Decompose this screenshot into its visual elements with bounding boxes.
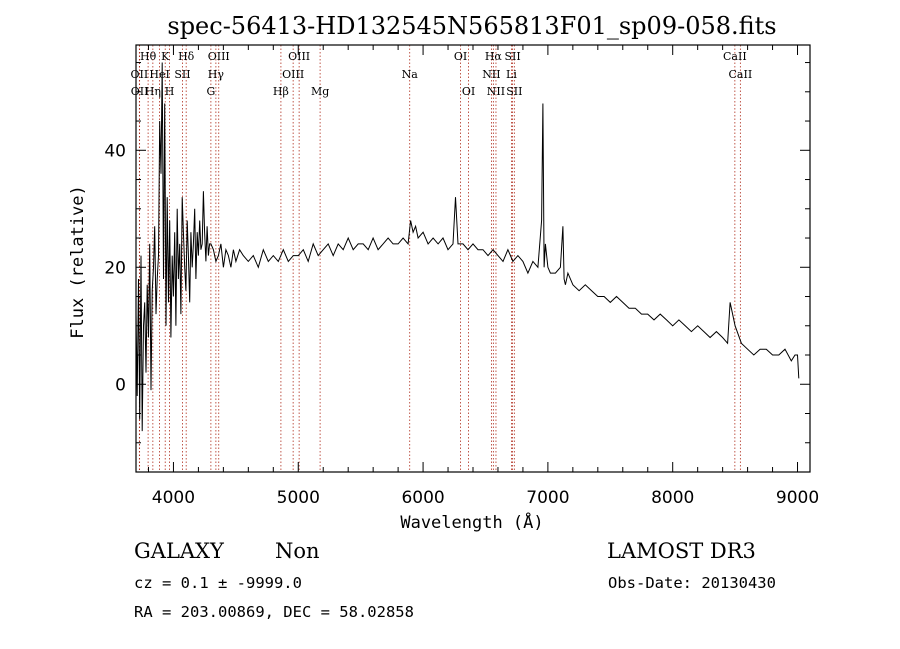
- coordinates-text: RA = 203.00869, DEC = 58.02858: [134, 603, 414, 621]
- spectral-line-label-12: Hβ: [273, 85, 289, 98]
- spectrum-line: [135, 62, 800, 432]
- spectral-line-label-7: Hδ: [178, 50, 195, 63]
- spectral-line-label-2: Hθ: [140, 50, 157, 63]
- spectral-line-label-9: G: [206, 85, 215, 98]
- chart-title: spec-56413-HD132545N565813F01_sp09-058.f…: [167, 12, 776, 40]
- spectral-line-label-5: K: [161, 50, 170, 63]
- observation-date: Obs-Date: 20130430: [608, 574, 776, 592]
- spectral-line-label-13: OIII: [282, 68, 304, 81]
- spectral-line-label-6: H: [165, 85, 175, 98]
- x-axis-label: Wavelength (Å): [400, 511, 543, 533]
- spectral-line-label-24: SII: [506, 85, 522, 98]
- spectral-line-label-11: Hγ: [208, 68, 225, 81]
- x-axis-ticks: 4000 5000 6000 7000 8000 9000: [147, 45, 819, 508]
- survey-name: LAMOST DR3: [607, 539, 756, 563]
- spectral-line-label-17: OI: [454, 50, 467, 63]
- spectral-line-label-19: Hα: [485, 50, 503, 63]
- redshift-text: cz = 0.1 ± -9999.0: [134, 574, 302, 592]
- x-tick-label-1: 5000: [277, 488, 320, 508]
- spectral-line-label-26: CaII: [729, 68, 753, 81]
- spectral-line-label-4: HeI: [149, 68, 169, 81]
- x-tick-label-4: 8000: [651, 488, 694, 508]
- spectral-line-label-0: OII: [131, 68, 149, 81]
- spectral-line-label-22: SII: [504, 50, 520, 63]
- y-axis-ticks: 0 20 40: [104, 62, 810, 444]
- spectral-line-markers: [138, 45, 741, 472]
- y-axis-label: Flux (relative): [68, 185, 88, 339]
- y-tick-label-0: 0: [115, 375, 126, 395]
- spectral-line-label-20: NII: [482, 68, 500, 81]
- spectral-line-label-25: CaII: [723, 50, 747, 63]
- spectral-line-label-15: Mg: [311, 85, 329, 98]
- spectral-line-label-23: Li: [506, 68, 517, 81]
- spectral-line-label-8: SII: [174, 68, 190, 81]
- x-tick-label-3: 7000: [526, 488, 569, 508]
- x-tick-label-5: 9000: [776, 488, 819, 508]
- object-subclass: Non: [275, 539, 320, 563]
- spectral-line-label-14: OIII: [288, 50, 310, 63]
- x-tick-label-2: 6000: [401, 488, 444, 508]
- spectral-line-label-3: Hη: [145, 85, 161, 98]
- spectral-line-label-10: OIII: [208, 50, 230, 63]
- y-tick-label-2: 40: [104, 141, 126, 161]
- x-tick-label-0: 4000: [152, 488, 195, 508]
- y-tick-label-1: 20: [104, 258, 126, 278]
- spectral-line-label-18: OI: [462, 85, 475, 98]
- spectral-line-label-16: Na: [402, 68, 419, 81]
- object-class: GALAXY: [134, 539, 224, 563]
- spectral-line-label-21: NII: [487, 85, 505, 98]
- spectral-line-labels: OIIOIIHθHηHeIKHHδSIIGOIIIHγHβOIIIOIIIMgN…: [131, 50, 753, 98]
